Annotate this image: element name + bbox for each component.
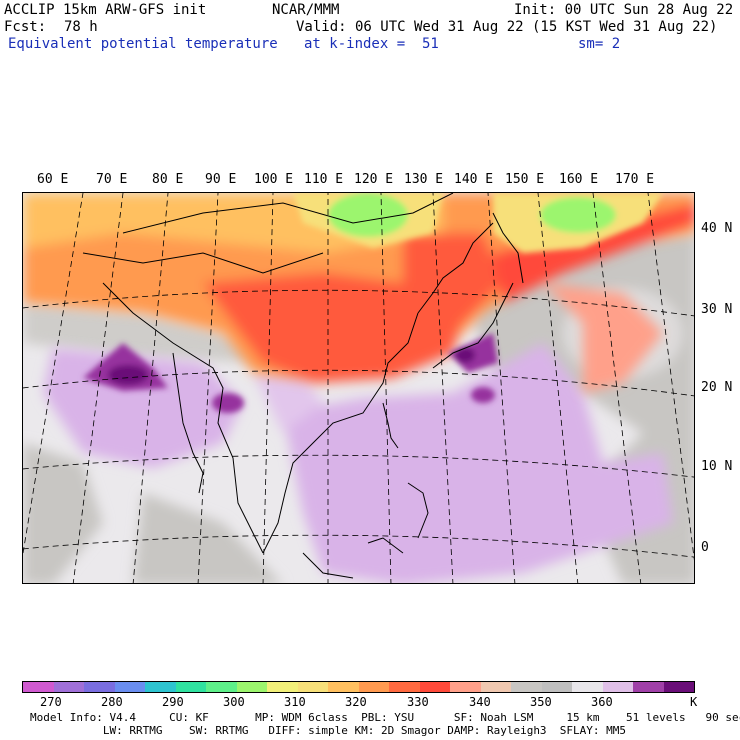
purple-regions (83, 333, 498, 413)
lon-label: 90 E (205, 172, 237, 187)
colorbar-swatch (389, 682, 420, 692)
colorbar-label: 360 (591, 695, 613, 709)
colorbar-swatch (511, 682, 542, 692)
forecast-hours: 78 h (64, 19, 98, 35)
colorbar-swatch (328, 682, 359, 692)
colorbar-swatch (84, 682, 115, 692)
lon-label: 80 E (152, 172, 184, 187)
cool-regions (293, 193, 663, 253)
colorbar-swatch (450, 682, 481, 692)
colorbar-label: 270 (40, 695, 62, 709)
map-svg (23, 193, 694, 583)
theta-e-map (22, 192, 695, 584)
model-info-line-2: LW: RRTMG SW: RRTMG DIFF: simple KM: 2D … (30, 724, 627, 737)
level-label: at k-index = 51 (304, 36, 439, 52)
colorbar-label: 320 (345, 695, 367, 709)
colorbar-swatch (23, 682, 54, 692)
colorbar-label: 300 (223, 695, 245, 709)
field-name: Equivalent potential temperature (8, 36, 278, 52)
lon-label: 150 E (505, 172, 545, 187)
lat-label: 0 (701, 540, 709, 555)
colorbar-swatch (602, 682, 633, 692)
colorbar-swatch (236, 682, 267, 692)
init-time: Init: 00 UTC Sun 28 Aug 22 (514, 2, 734, 18)
colorbar-label: 350 (530, 695, 552, 709)
colorbar-swatch (175, 682, 206, 692)
center-label: NCAR/MMM (272, 2, 340, 18)
lat-label: 10 N (701, 459, 733, 474)
model-info-line-1: Model Info: V4.4 CU: KF MP: WDM 6class P… (30, 711, 740, 724)
colorbar-swatch (358, 682, 389, 692)
lon-label: 110 E (304, 172, 344, 187)
colorbar-label: 310 (284, 695, 306, 709)
lat-label: 30 N (701, 302, 733, 317)
lat-label: 20 N (701, 380, 733, 395)
colorbar-swatch (541, 682, 572, 692)
lon-label: 60 E (37, 172, 69, 187)
colorbar-label: 290 (162, 695, 184, 709)
colorbar-swatch (419, 682, 450, 692)
model-title: ACCLIP 15km ARW-GFS init (4, 2, 207, 18)
smoothing-label: sm= 2 (578, 36, 621, 52)
colorbar-unit: K (690, 695, 698, 709)
valid-time: Valid: 06 UTC Wed 31 Aug 22 (15 KST Wed … (296, 19, 718, 35)
colorbar-swatch (572, 682, 603, 692)
lon-label: 140 E (454, 172, 494, 187)
lon-label: 170 E (615, 172, 655, 187)
forecast-label: Fcst: (4, 19, 47, 35)
colorbar-swatch (633, 682, 664, 692)
colorbar (22, 681, 695, 693)
coastlines (82, 193, 524, 579)
lon-label: 130 E (404, 172, 444, 187)
lon-label: 120 E (354, 172, 394, 187)
lon-label: 100 E (254, 172, 294, 187)
lon-label: 70 E (96, 172, 128, 187)
colorbar-swatch (53, 682, 84, 692)
colorbar-swatch (267, 682, 298, 692)
colorbar-label: 340 (469, 695, 491, 709)
lon-label: 160 E (559, 172, 599, 187)
colorbar-swatch (206, 682, 237, 692)
graticule (23, 193, 694, 583)
colorbar-swatch (297, 682, 328, 692)
colorbar-swatch (145, 682, 176, 692)
colorbar-swatch (114, 682, 145, 692)
colorbar-label: 280 (101, 695, 123, 709)
colorbar-label: 330 (407, 695, 429, 709)
lat-label: 40 N (701, 221, 733, 236)
colorbar-swatch (663, 682, 694, 692)
colorbar-swatch (480, 682, 511, 692)
